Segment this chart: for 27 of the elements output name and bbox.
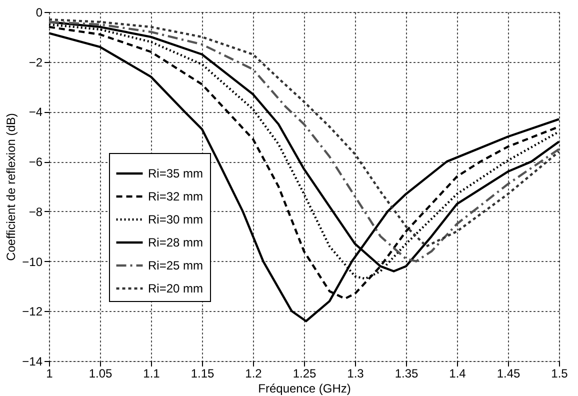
x-tick-label: 1.15 [190,366,214,380]
legend-label: Ri=30 mm [148,212,204,226]
y-tick-label: −8 [28,204,43,219]
legend-label: Ri=35 mm [148,166,204,180]
x-tick-label: 1.3 [347,366,364,380]
y-tick-label: −4 [28,105,43,120]
y-tick-label: −10 [22,254,43,269]
x-tick-label: 1.05 [88,366,112,380]
x-tick-label: 1.5 [551,366,568,380]
x-tick-label: 1.35 [394,366,418,380]
x-axis-title: Fréquence (GHz) [258,382,351,396]
x-tick-label: 1.1 [143,366,160,380]
y-tick-label: −6 [28,155,43,170]
x-tick-label: 1 [46,366,54,380]
x-tick-label: 1.25 [292,366,316,380]
y-tick-label: −14 [22,354,43,368]
x-tick-label: 1.2 [245,366,262,380]
x-tick-label: 1.45 [496,366,520,380]
legend-label: Ri=25 mm [148,258,204,272]
y-axis-title: Coefficient de reflexion (dB) [4,113,18,261]
legend-label: Ri=20 mm [148,282,204,296]
y-tick-label: −2 [28,55,43,70]
y-tick-label: 0 [36,6,43,20]
y-tick-label: −12 [22,304,43,319]
x-tick-label: 1.4 [449,366,466,380]
legend-label: Ri=32 mm [148,190,204,204]
legend-label: Ri=28 mm [148,236,204,250]
